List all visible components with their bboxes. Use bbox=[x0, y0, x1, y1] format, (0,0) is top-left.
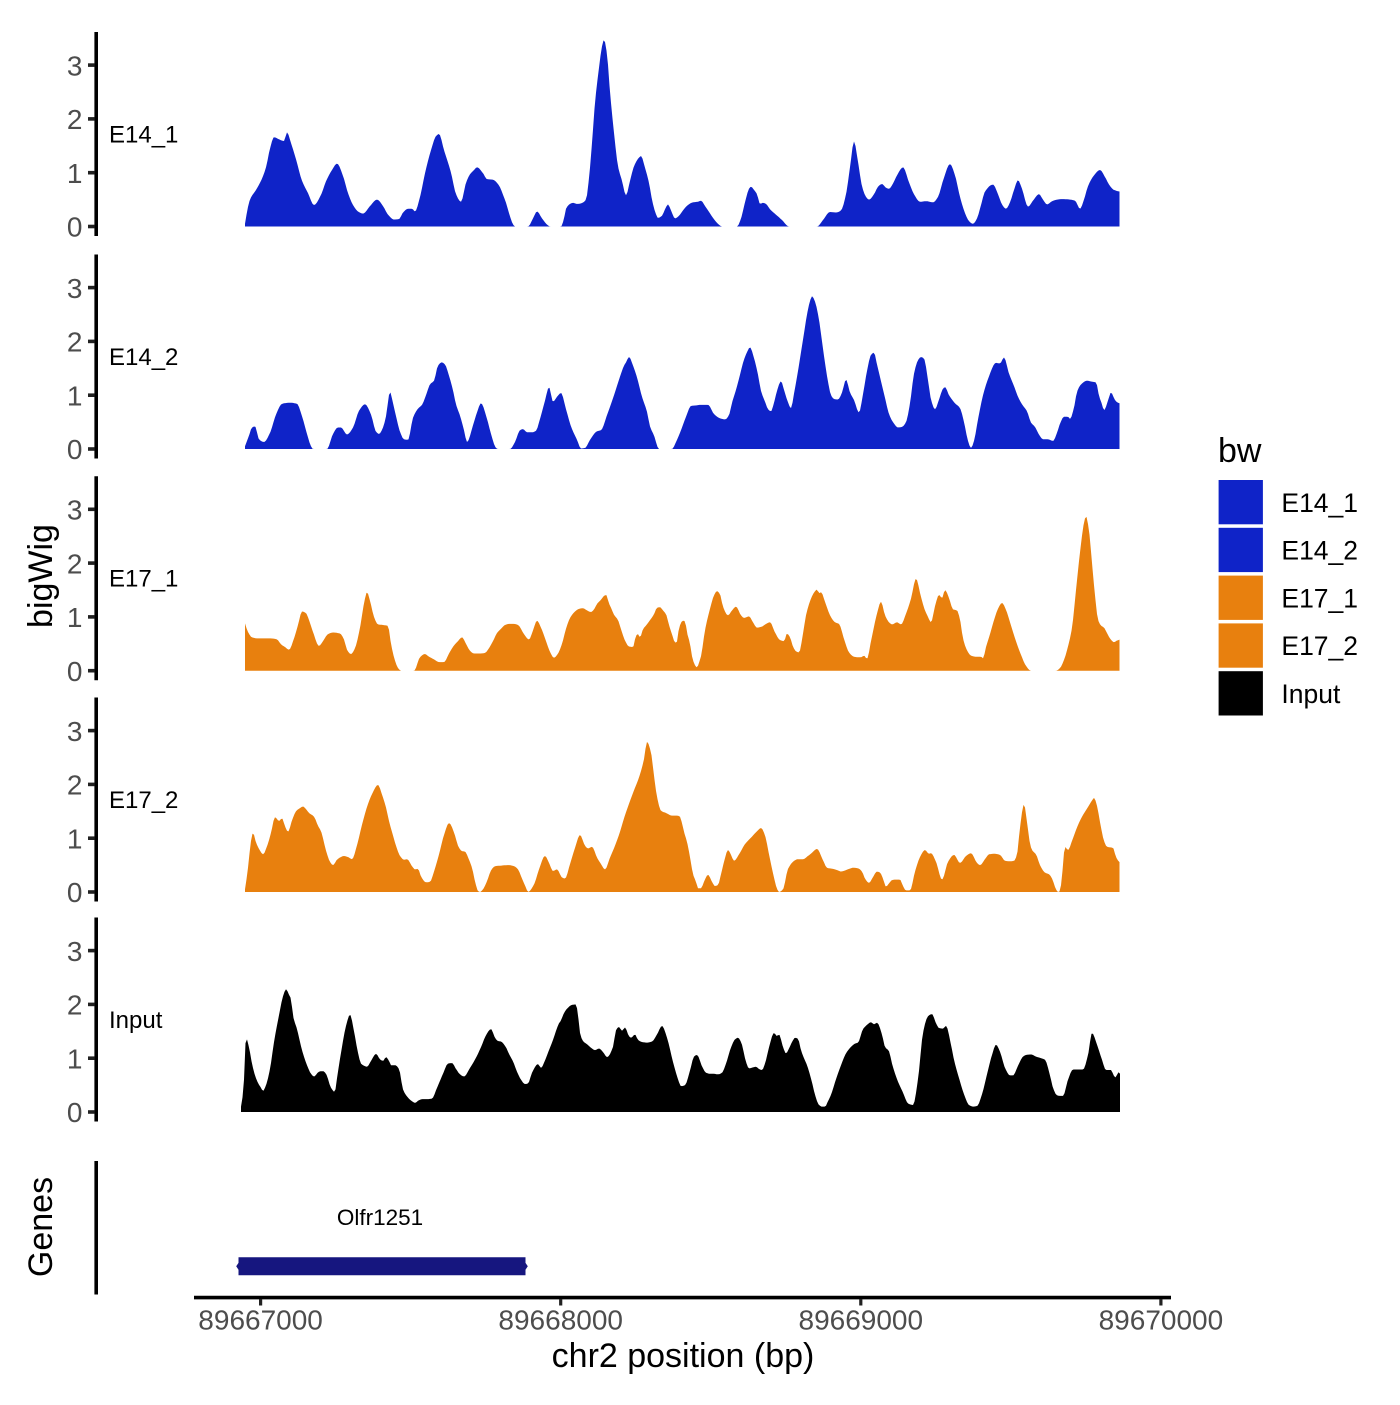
svg-text:0: 0 bbox=[67, 656, 83, 687]
svg-text:Input: Input bbox=[1281, 679, 1341, 709]
svg-text:E17_1: E17_1 bbox=[1281, 584, 1358, 614]
svg-text:2: 2 bbox=[67, 990, 83, 1021]
svg-text:2: 2 bbox=[67, 327, 83, 358]
svg-text:3: 3 bbox=[67, 716, 83, 747]
svg-text:E14_1: E14_1 bbox=[109, 122, 178, 149]
svg-text:0: 0 bbox=[67, 212, 83, 243]
svg-text:89667000: 89667000 bbox=[198, 1305, 323, 1336]
svg-text:E14_2: E14_2 bbox=[1281, 536, 1358, 566]
svg-text:Olfr1251: Olfr1251 bbox=[337, 1205, 423, 1230]
svg-text:bigWig: bigWig bbox=[22, 524, 60, 628]
svg-text:E14_1: E14_1 bbox=[1281, 488, 1358, 518]
svg-text:89670000: 89670000 bbox=[1099, 1305, 1224, 1336]
svg-text:1: 1 bbox=[67, 1043, 83, 1074]
svg-text:0: 0 bbox=[67, 1097, 83, 1128]
svg-text:3: 3 bbox=[67, 273, 83, 304]
svg-text:3: 3 bbox=[67, 936, 83, 967]
svg-text:1: 1 bbox=[67, 823, 83, 854]
svg-text:E14_2: E14_2 bbox=[109, 344, 178, 371]
svg-text:Input: Input bbox=[109, 1007, 163, 1034]
svg-text:1: 1 bbox=[67, 380, 83, 411]
svg-text:0: 0 bbox=[67, 434, 83, 465]
svg-text:2: 2 bbox=[67, 548, 83, 579]
svg-text:Genes: Genes bbox=[22, 1177, 60, 1277]
svg-text:2: 2 bbox=[67, 770, 83, 801]
svg-text:E17_2: E17_2 bbox=[1281, 631, 1358, 661]
svg-text:E17_1: E17_1 bbox=[109, 566, 178, 593]
svg-text:89669000: 89669000 bbox=[799, 1305, 924, 1336]
svg-text:1: 1 bbox=[67, 158, 83, 189]
svg-text:bw: bw bbox=[1218, 432, 1262, 470]
svg-text:3: 3 bbox=[67, 495, 83, 526]
svg-text:0: 0 bbox=[67, 877, 83, 908]
svg-text:2: 2 bbox=[67, 104, 83, 135]
svg-text:89668000: 89668000 bbox=[498, 1305, 623, 1336]
svg-text:chr2 position (bp): chr2 position (bp) bbox=[552, 1337, 815, 1375]
svg-text:3: 3 bbox=[67, 50, 83, 81]
svg-text:1: 1 bbox=[67, 602, 83, 633]
svg-text:E17_2: E17_2 bbox=[109, 787, 178, 814]
